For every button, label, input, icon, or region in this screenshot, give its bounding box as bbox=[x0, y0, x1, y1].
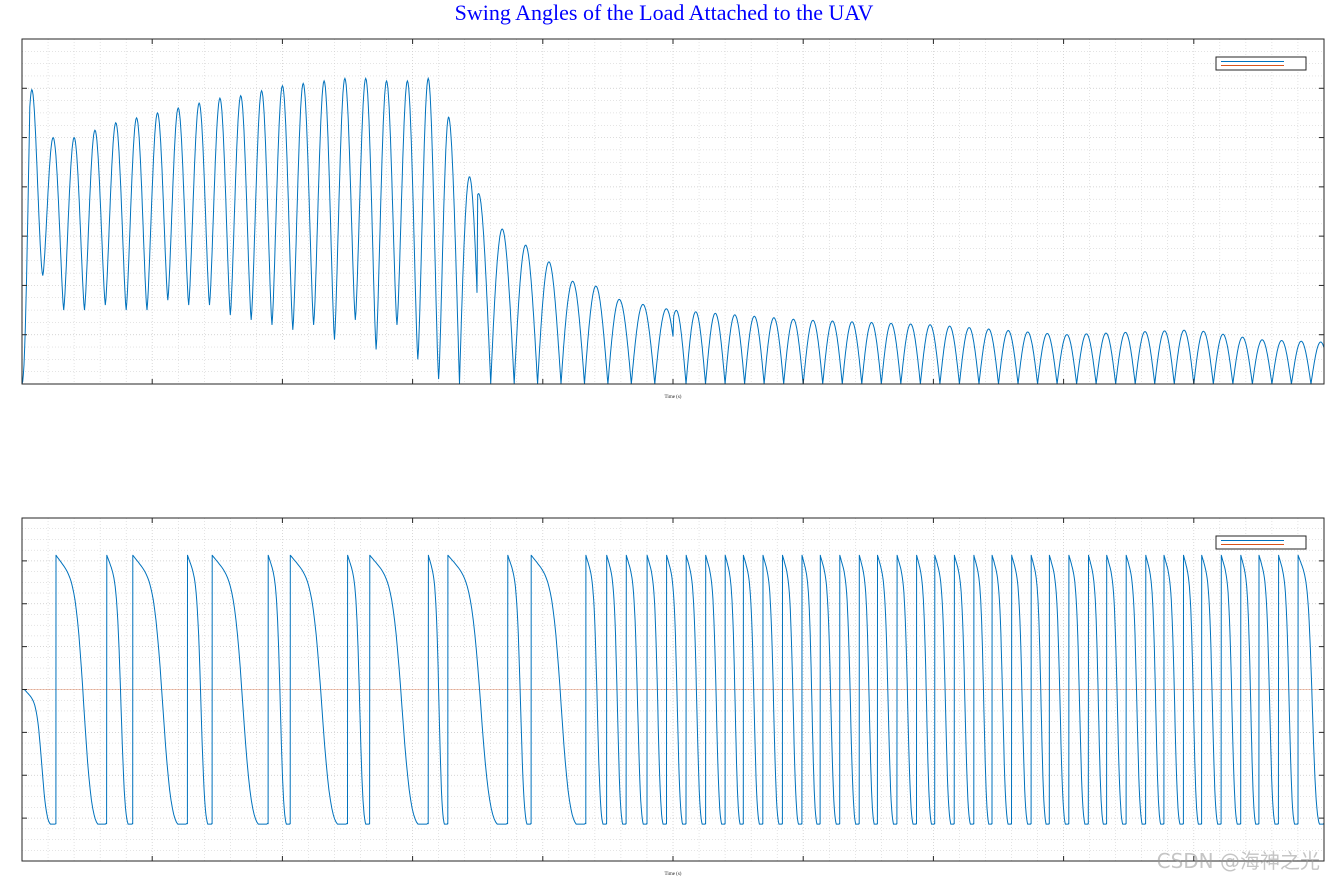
bottom-axes: Time (s) bbox=[21, 517, 1325, 877]
top-swing-angle-series bbox=[21, 76, 1325, 385]
bottom-ticks bbox=[21, 517, 1325, 862]
figure-title: Swing Angles of the Load Attached to the… bbox=[454, 0, 874, 25]
bottom-legend[interactable] bbox=[1215, 535, 1307, 550]
top-x-axis-label: Time (s) bbox=[665, 395, 682, 400]
legend-box bbox=[1215, 56, 1307, 71]
top-legend[interactable] bbox=[1215, 56, 1307, 71]
top-ticks bbox=[21, 38, 1325, 385]
bottom-swing-angle-series bbox=[24, 554, 1325, 825]
top-axes: Time (s) bbox=[21, 38, 1325, 400]
legend-box bbox=[1215, 535, 1307, 550]
bottom-x-axis-label: Time (s) bbox=[665, 872, 682, 877]
watermark: CSDN @海神之光 bbox=[1156, 849, 1320, 873]
